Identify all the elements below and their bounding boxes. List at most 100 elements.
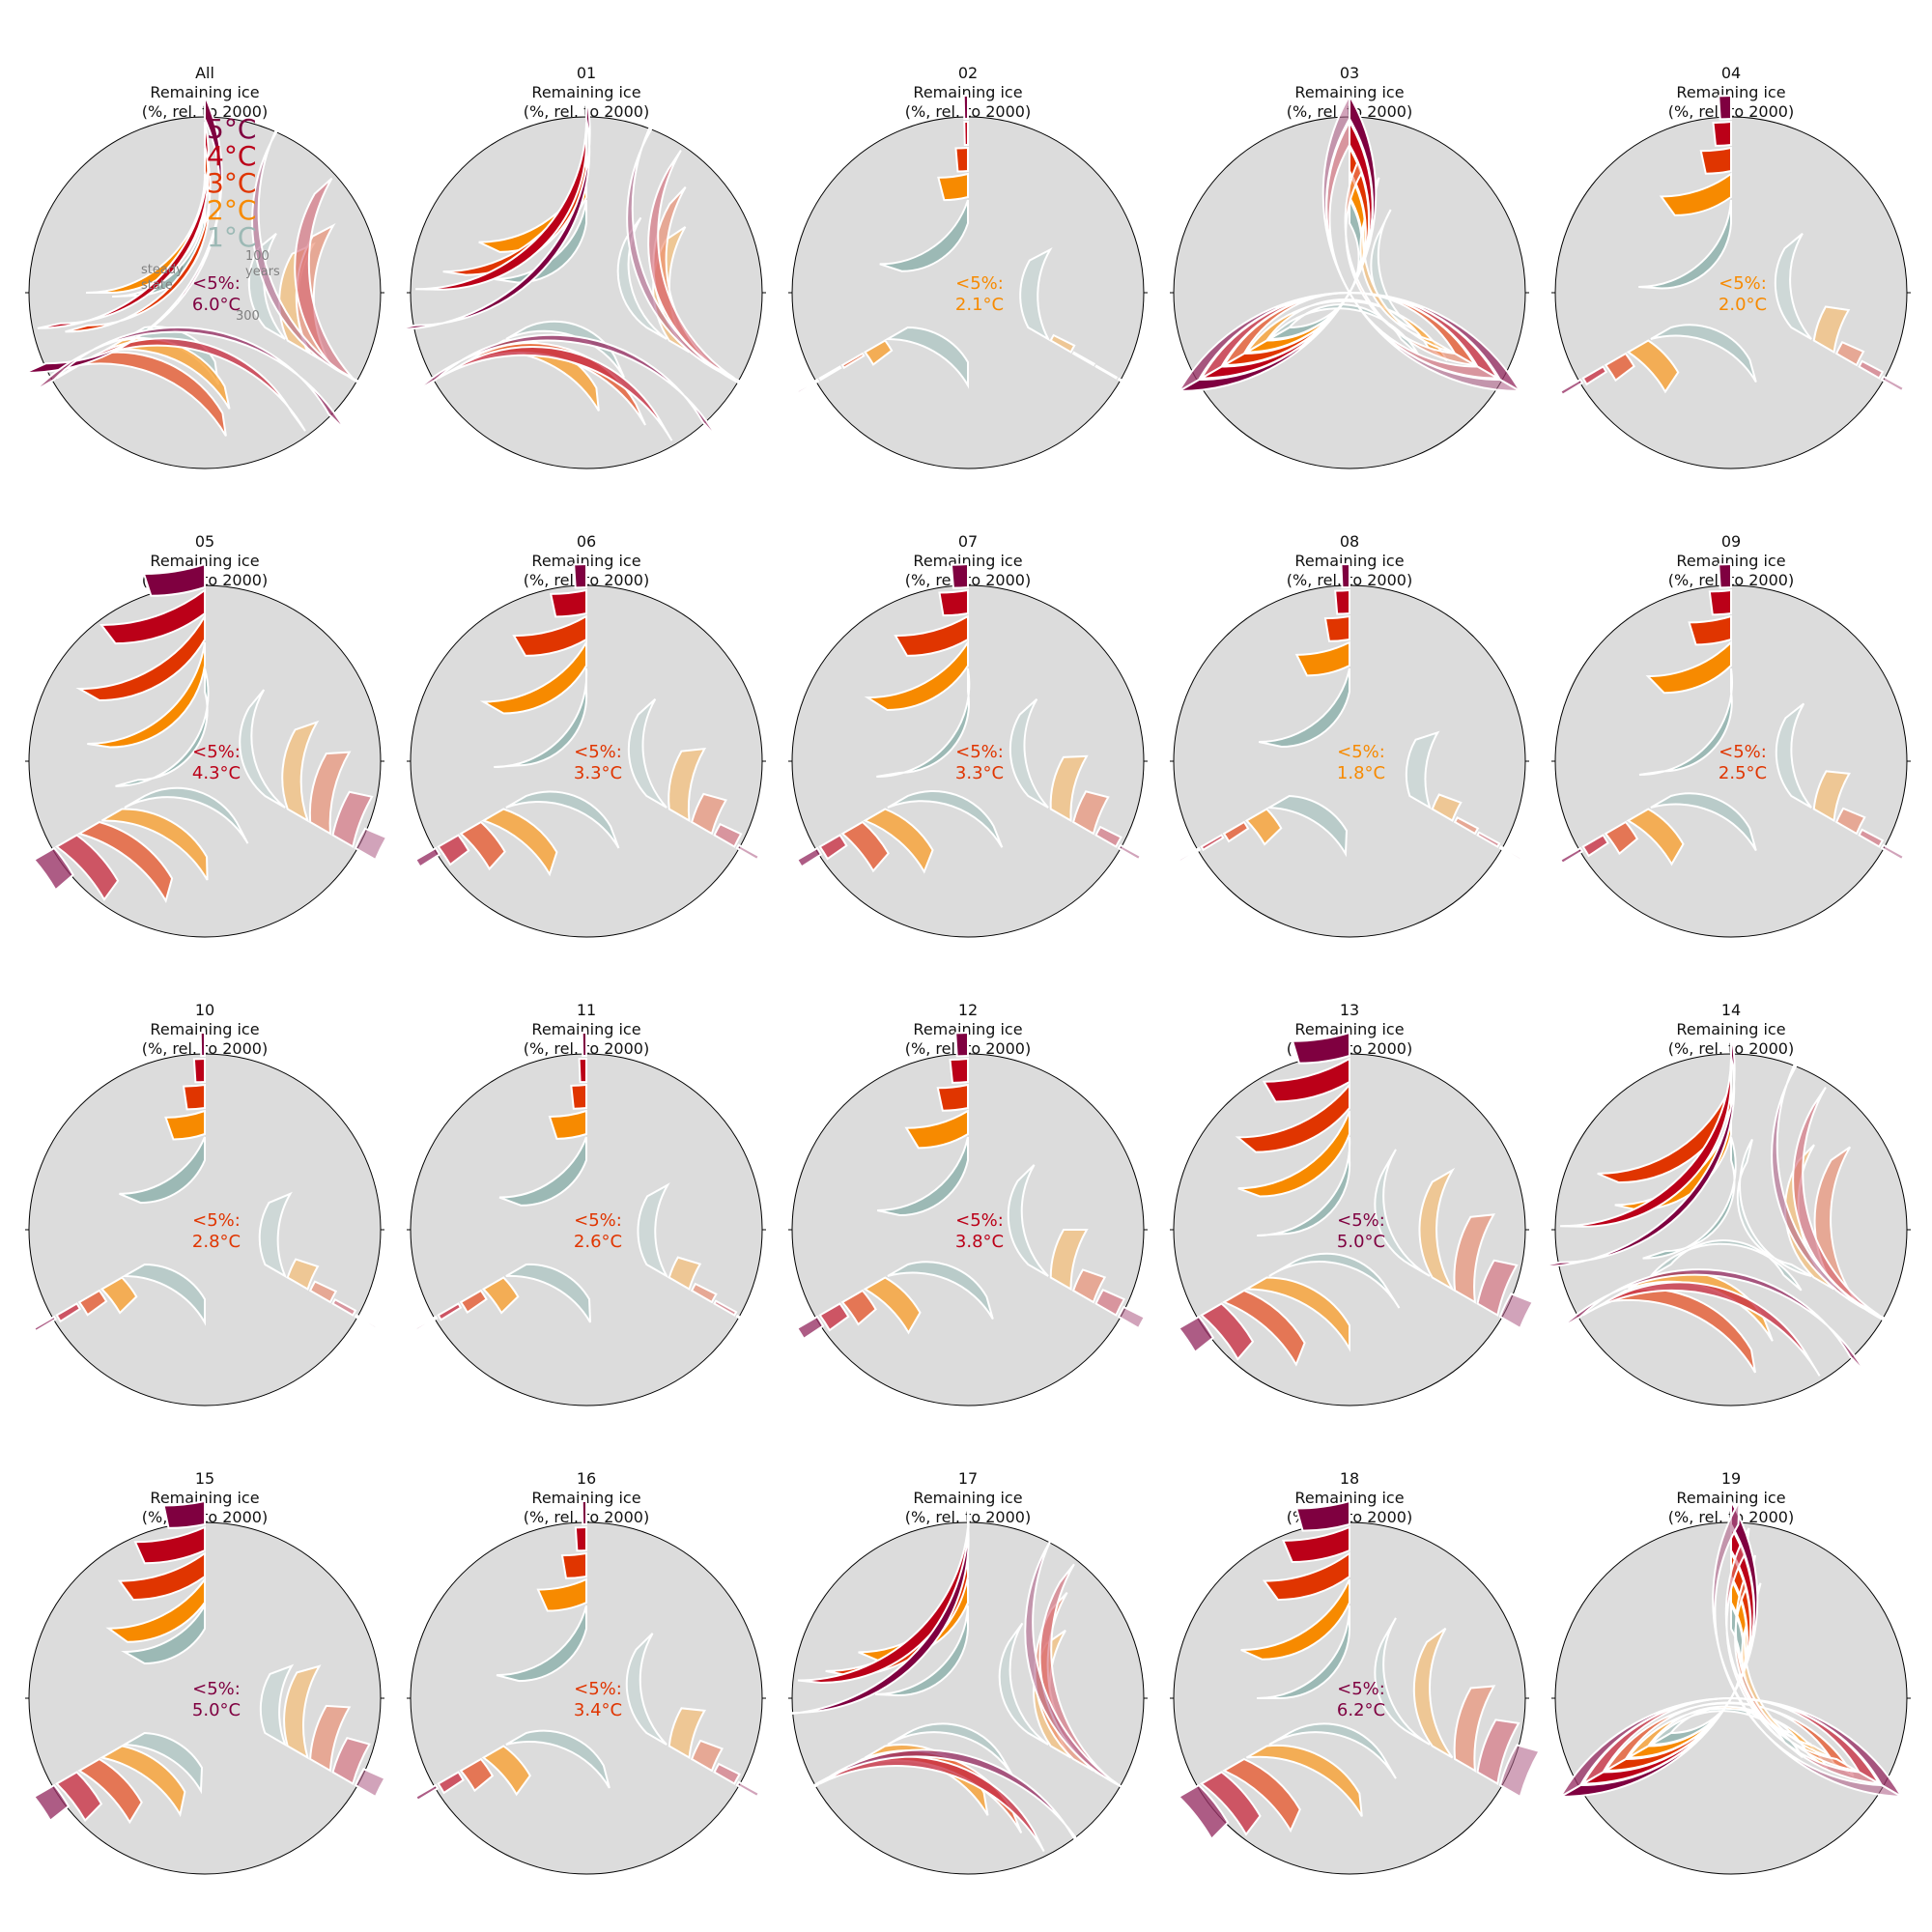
bar-5c-300yr xyxy=(1177,1315,1215,1354)
bar-4c-100yr xyxy=(1262,1057,1350,1103)
bar-2c-steady xyxy=(1812,305,1851,355)
bar-3c-300yr xyxy=(77,1289,108,1317)
bar-4c-steady xyxy=(1724,1527,1880,1785)
panel-title: 14 xyxy=(1721,1001,1741,1019)
bar-5c-300yr xyxy=(795,378,820,395)
threshold-temp: 3.3°C xyxy=(574,763,622,783)
bar-1c-steady xyxy=(1019,247,1053,342)
bar-3c-steady xyxy=(690,792,727,836)
bar-4c-100yr xyxy=(963,120,969,147)
panel-subtitle: Remaining ice xyxy=(1294,552,1404,570)
bar-1c-steady xyxy=(258,1191,293,1279)
panel-title: 01 xyxy=(577,64,596,82)
bar-2c-300yr xyxy=(863,808,934,874)
panel-title: 09 xyxy=(1721,532,1741,551)
threshold-temp: 5.0°C xyxy=(1337,1232,1385,1252)
bar-4c-300yr xyxy=(818,1302,850,1332)
bar-3c-100yr xyxy=(560,1551,587,1579)
threshold-label: <5%: xyxy=(955,1210,1004,1231)
bar-4c-steady xyxy=(331,790,374,849)
bar-2c-100yr xyxy=(904,1109,969,1150)
bar-5c-steady xyxy=(354,827,388,862)
bar-5c-100yr xyxy=(954,1031,969,1058)
bar-1c-steady xyxy=(239,689,286,809)
bar-3c-300yr xyxy=(1605,1701,1855,1777)
bar-5c-steady xyxy=(735,1314,759,1330)
bar-5c-100yr xyxy=(771,1500,970,1717)
panel-subtitle: Remaining ice xyxy=(531,1489,640,1507)
bar-5c-steady xyxy=(735,1780,761,1799)
bar-4c-100yr xyxy=(415,121,587,291)
bar-1c-300yr xyxy=(887,789,1004,848)
threshold-temp: 2.1°C xyxy=(955,295,1004,315)
panel-title: 12 xyxy=(958,1001,978,1019)
bar-5c-steady xyxy=(1498,1744,1542,1799)
bar-1c-100yr xyxy=(494,668,588,769)
bar-2c-100yr xyxy=(1659,172,1732,216)
bar-3c-steady xyxy=(1453,1685,1496,1773)
bar-2c-steady xyxy=(1049,333,1076,354)
panel-subtitle: Remaining ice xyxy=(150,1489,259,1507)
bar-1c-100yr xyxy=(879,199,969,272)
bar-4c-100yr xyxy=(192,1057,206,1084)
bar-4c-steady xyxy=(1094,364,1119,380)
bar-5c-100yr xyxy=(1556,1497,1759,1799)
bar-3c-steady xyxy=(1071,1268,1107,1304)
panel-title: 11 xyxy=(577,1001,596,1019)
bar-5c-300yr xyxy=(1177,846,1202,864)
panel-subtitle: Remaining ice xyxy=(1676,1489,1785,1507)
bar-4c-300yr xyxy=(1199,1302,1255,1361)
panel-subtitle: Remaining ice xyxy=(913,1489,1022,1507)
bar-4c-100yr xyxy=(578,1057,587,1084)
threshold-temp: 3.4°C xyxy=(574,1700,622,1720)
bar-1c-steady xyxy=(1007,1164,1049,1277)
bar-2c-steady xyxy=(1049,754,1089,823)
threshold-label: <5%: xyxy=(192,742,241,762)
bar-3c-steady xyxy=(690,1282,718,1304)
annotation-steady-state: state xyxy=(141,278,173,293)
panel-subtitle: Remaining ice xyxy=(531,1020,640,1038)
annotation-300: 300 xyxy=(236,309,260,324)
bar-3c-100yr xyxy=(512,614,587,657)
bar-4c-300yr xyxy=(818,365,842,382)
bar-3c-100yr xyxy=(1688,614,1732,646)
bar-2c-100yr xyxy=(164,1109,206,1141)
bar-2c-steady xyxy=(1431,793,1463,822)
legend-label: 5°C xyxy=(207,113,256,145)
bar-5c-steady xyxy=(1117,1305,1147,1330)
bar-3c-steady xyxy=(1834,807,1866,836)
bar-1c-steady xyxy=(1374,1149,1431,1277)
threshold-label: <5%: xyxy=(574,1210,622,1231)
bar-2c-100yr xyxy=(937,172,969,202)
bar-5c-100yr xyxy=(581,1499,587,1526)
threshold-temp: 6.2°C xyxy=(1337,1700,1385,1720)
bar-2c-100yr xyxy=(1240,1578,1350,1661)
bar-2c-100yr xyxy=(105,1576,206,1643)
bar-2c-100yr xyxy=(479,639,587,715)
bar-4c-300yr xyxy=(1200,834,1225,852)
bar-2c-300yr xyxy=(1626,339,1680,394)
panel-subtitle: Remaining ice xyxy=(913,1020,1022,1038)
threshold-temp: 2.6°C xyxy=(574,1232,622,1252)
bar-3c-100yr xyxy=(182,1083,206,1111)
panel-title: 03 xyxy=(1340,64,1359,82)
threshold-temp: 3.3°C xyxy=(955,763,1004,783)
bar-5c-100yr xyxy=(1340,562,1350,589)
bar-5c-100yr xyxy=(573,562,587,589)
bar-5c-steady xyxy=(1880,375,1906,393)
bar-2c-steady xyxy=(668,1707,706,1760)
bar-1c-300yr xyxy=(505,1263,592,1323)
threshold-label: <5%: xyxy=(1337,1210,1385,1231)
panel-subtitle: Remaining ice xyxy=(1294,1020,1404,1038)
bar-3c-steady xyxy=(309,1704,352,1773)
bar-1c-100yr xyxy=(1638,668,1734,777)
bar-5c-steady xyxy=(735,843,761,862)
panel-subtitle: Remaining ice xyxy=(1676,83,1785,101)
bar-5c-300yr xyxy=(32,1783,71,1823)
